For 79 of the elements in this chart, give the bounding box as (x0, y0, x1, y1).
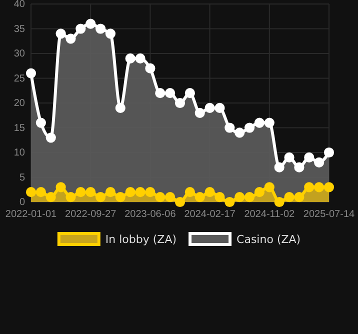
point (105, 28, 116, 39)
point (194, 108, 205, 118)
point (324, 147, 334, 158)
point (155, 88, 166, 98)
point (214, 192, 225, 202)
point (194, 192, 205, 202)
point (56, 28, 66, 39)
point (274, 196, 284, 208)
point (155, 192, 166, 202)
point (224, 196, 235, 208)
point (66, 34, 76, 44)
point (254, 118, 265, 128)
point (244, 192, 255, 202)
x-tick-label: 2023-06-06 (124, 209, 176, 220)
point (244, 122, 255, 133)
y-tick-label: 35 (14, 24, 26, 35)
point (105, 187, 116, 198)
point (214, 102, 225, 113)
point (314, 182, 324, 192)
point (135, 53, 146, 64)
point (66, 192, 76, 202)
point (46, 192, 56, 202)
point (184, 187, 195, 198)
point (304, 182, 314, 192)
x-tick-label: 2022-01-01 (5, 209, 58, 220)
point (125, 53, 136, 64)
point (76, 187, 86, 198)
point (165, 88, 176, 98)
point (234, 192, 245, 202)
point (234, 128, 245, 138)
point (46, 132, 56, 143)
legend-label: In lobby (ZA) (105, 233, 177, 246)
y-tick-label: 20 (14, 98, 26, 110)
point (135, 187, 146, 198)
point (86, 18, 96, 29)
point (304, 152, 314, 162)
point (294, 192, 304, 202)
point (264, 118, 274, 128)
y-tick-label: 0 (19, 197, 26, 208)
point (26, 68, 36, 78)
x-tick-label: 2024-11-02 (244, 209, 296, 220)
y-tick-label: 30 (14, 48, 26, 60)
point (125, 187, 136, 198)
point (36, 118, 46, 128)
point (274, 162, 284, 172)
point (314, 157, 324, 168)
point (204, 187, 215, 198)
point (95, 24, 106, 34)
point (115, 192, 126, 202)
point (264, 182, 274, 192)
point (174, 196, 186, 208)
x-tick-label: 2022-09-27 (65, 209, 117, 220)
point (95, 192, 106, 202)
point (324, 182, 334, 192)
y-tick-label: 5 (19, 172, 26, 184)
x-tick-label: 2024-02-17 (184, 209, 236, 220)
point (184, 88, 195, 98)
y-tick-label: 25 (14, 73, 26, 84)
point (284, 152, 294, 162)
point (224, 122, 235, 133)
point (56, 182, 66, 192)
legend-label: Casino (ZA) (236, 233, 301, 246)
point (145, 187, 156, 198)
y-tick-label: 15 (14, 122, 26, 134)
point (174, 98, 186, 108)
x-tick-label: 2025-07-14 (303, 209, 356, 220)
point (115, 102, 126, 113)
point (145, 63, 156, 74)
point (165, 192, 176, 202)
point (36, 187, 46, 198)
y-tick-label: 10 (14, 148, 26, 159)
point (26, 187, 36, 198)
point (284, 192, 294, 202)
y-tick-label: 40 (14, 0, 26, 10)
point (86, 187, 96, 198)
point (294, 162, 304, 172)
point (254, 187, 265, 198)
point (204, 102, 215, 113)
point (76, 24, 86, 34)
